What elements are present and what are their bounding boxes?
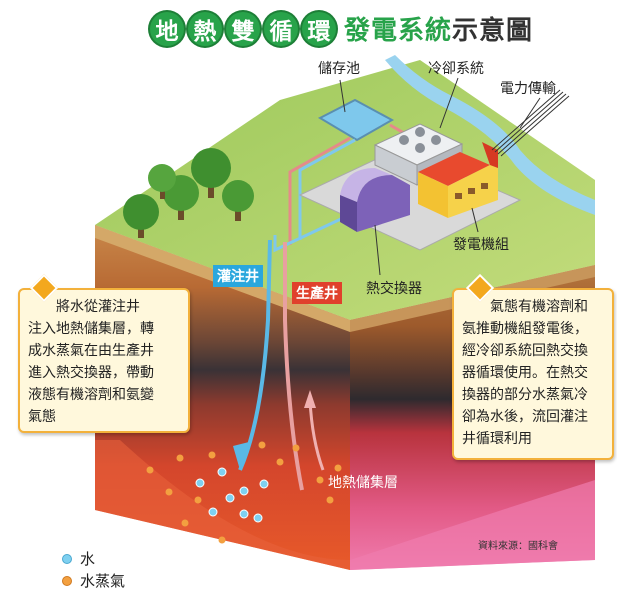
title-char-3: 雙	[226, 11, 260, 46]
production-well	[283, 242, 304, 491]
title-char-2: 熱	[188, 11, 222, 46]
label-heat-exchanger: 熱交換器	[366, 281, 422, 297]
river	[385, 55, 595, 215]
label-injection-well: 灌注井	[213, 265, 263, 287]
legend-steam-label: 水蒸氣	[80, 572, 126, 590]
injection-well	[233, 239, 272, 471]
title-green-text: 發電系統	[344, 16, 453, 46]
callout-left-line-5: 液態有機溶劑和氨變	[28, 387, 154, 403]
callout-left-line-4: 進入熱交換器，帶動	[28, 365, 154, 381]
steam-dot-icon	[62, 575, 72, 586]
callout-right-line-6: 卻為水後，流回灌注	[462, 409, 588, 425]
generator-building	[418, 142, 498, 218]
storage-pond	[317, 98, 395, 142]
reservoir-zone	[95, 440, 350, 570]
title-char-4: 循	[264, 11, 298, 46]
flow-arrows	[304, 390, 325, 471]
label-production-well: 生產井	[292, 282, 342, 304]
title-char-1: 地	[150, 11, 184, 46]
legend-water-label: 水	[80, 550, 96, 568]
label-cooling-system: 冷卻系統	[428, 61, 484, 77]
steam-dots	[146, 441, 342, 544]
leader-lines	[339, 77, 541, 276]
water-dot-icon	[62, 553, 72, 564]
callout-right-line-5: 換器的部分水蒸氣冷	[462, 387, 588, 403]
label-reservoir: 地熱儲集層	[328, 475, 398, 491]
source-note: 資料來源：國科會	[478, 541, 558, 552]
legend-water: 水	[62, 548, 95, 569]
callout-left-line-6: 氣態	[28, 409, 56, 425]
title-dark-text: 示意圖	[452, 16, 534, 46]
trees	[123, 148, 254, 238]
callout-left-line-3: 成水蒸氣在由生產井	[28, 343, 154, 359]
label-storage-pond: 儲存池	[318, 61, 360, 77]
label-power-transmission: 電力傳輸	[500, 81, 556, 97]
legend-steam: 水蒸氣	[62, 570, 125, 591]
page-title: 地 熱 雙 循 環 發電系統 示意圖	[150, 10, 533, 47]
callout-right-line-3: 經冷卻系統回熱交換	[462, 343, 588, 359]
title-char-5: 環	[302, 11, 336, 46]
heat-exchanger-unit	[340, 168, 410, 232]
callout-right-line-7: 井循環利用	[462, 431, 532, 447]
callout-right-line-1: 氣態有機溶劑和	[490, 299, 588, 315]
callout-right-line-2: 氨推動機組發電後，	[462, 321, 588, 337]
water-dots	[195, 467, 269, 523]
power-lines	[491, 89, 570, 157]
callout-right: 氣態有機溶劑和 氨推動機組發電後， 經冷卻系統回熱交換 器循環使用。在熱交 換器…	[452, 288, 614, 460]
callout-left-line-1: 將水從灌注井	[56, 299, 140, 315]
callout-left-line-2: 注入地熱儲集層，轉	[28, 321, 154, 337]
callout-left: 將水從灌注井 注入地熱儲集層，轉 成水蒸氣在由生產井 進入熱交換器，帶動 液態有…	[18, 288, 190, 433]
callout-right-line-4: 器循環使用。在熱交	[462, 365, 588, 381]
label-generator-unit: 發電機組	[453, 237, 509, 253]
